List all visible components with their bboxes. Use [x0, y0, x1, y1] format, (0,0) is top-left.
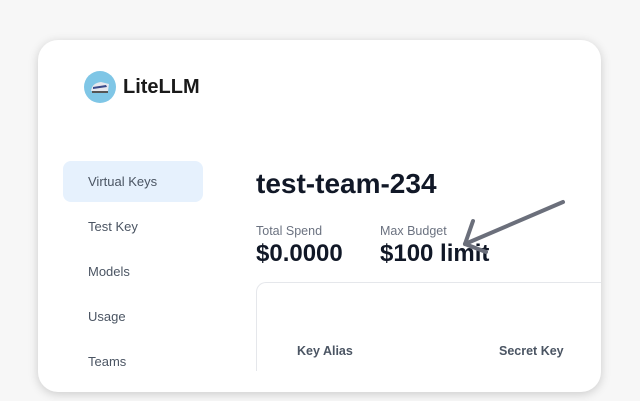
sidebar-item-models[interactable]: Models	[88, 264, 130, 279]
page-title: test-team-234	[256, 168, 437, 199]
train-icon	[84, 71, 116, 103]
total-spend-stat: Total Spend $0.0000	[256, 224, 343, 268]
sidebar-item-virtual-keys[interactable]: Virtual Keys	[63, 161, 203, 202]
logo[interactable]: LiteLLM	[84, 71, 200, 103]
stat-value: $0.0000	[256, 240, 343, 267]
column-header-secret-key[interactable]: Secret Key	[499, 344, 564, 358]
stat-label: Total Spend	[256, 224, 323, 238]
sidebar-nav: Virtual Keys Test Key Models Usage Teams	[63, 161, 203, 386]
app-window: LiteLLM Virtual Keys Test Key Models Usa…	[38, 40, 601, 392]
sidebar-item-test-key[interactable]: Test Key	[88, 219, 138, 234]
column-header-key-alias[interactable]: Key Alias	[297, 344, 353, 358]
stat-label: Max Budget	[380, 224, 447, 238]
keys-table: Key Alias Secret Key	[256, 282, 601, 371]
sidebar-item-usage[interactable]: Usage	[88, 309, 126, 324]
app-name: LiteLLM	[123, 75, 200, 98]
sidebar-item-teams[interactable]: Teams	[88, 354, 127, 369]
